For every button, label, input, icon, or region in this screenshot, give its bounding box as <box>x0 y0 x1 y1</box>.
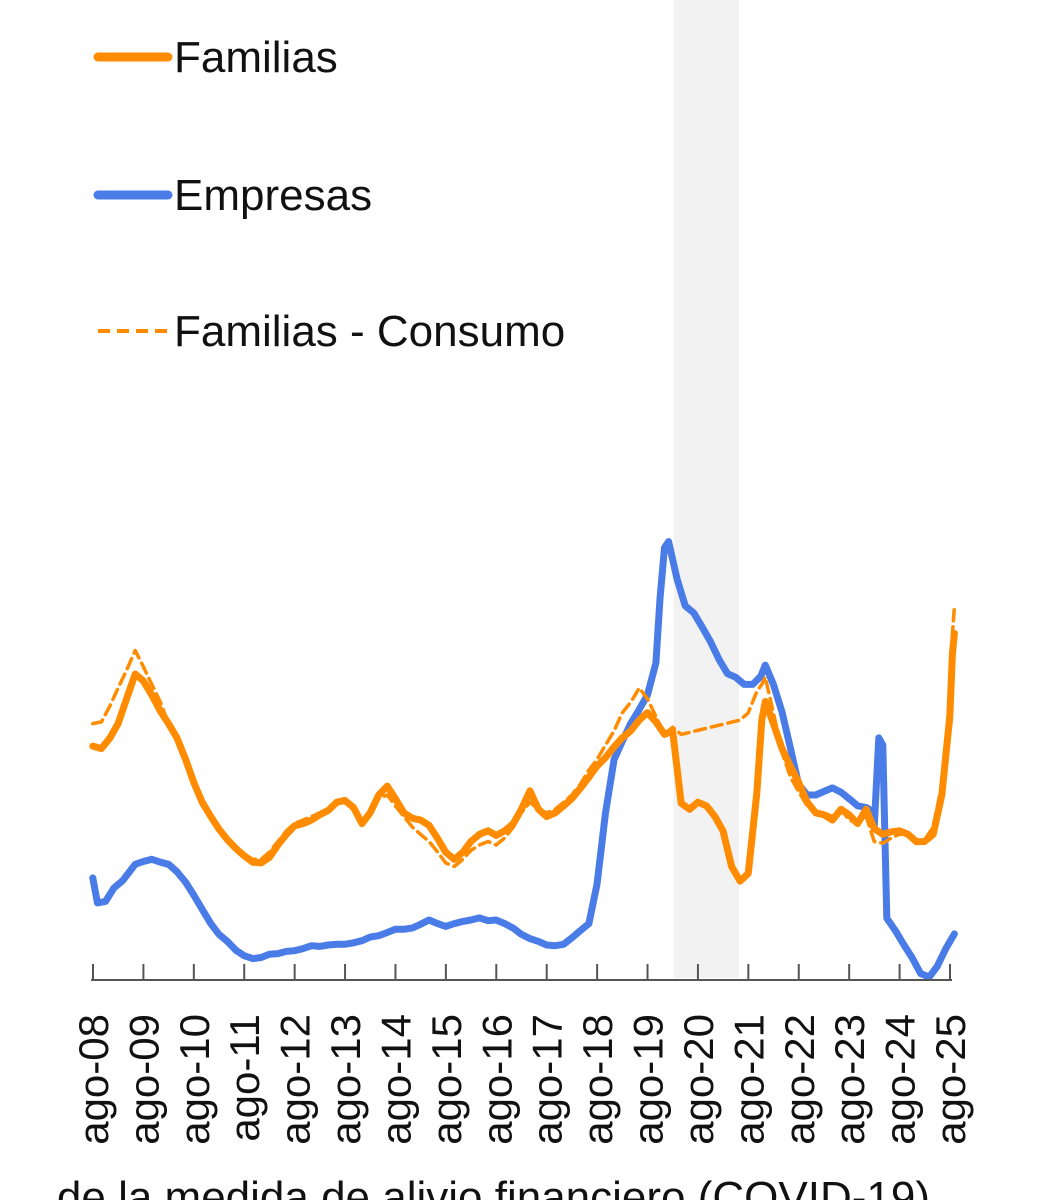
x-tick-label: ago-14 <box>372 1014 419 1145</box>
x-tick-label: ago-08 <box>70 1014 117 1145</box>
x-tick-label: ago-22 <box>776 1014 823 1145</box>
x-tick-label: ago-24 <box>877 1014 924 1145</box>
x-tick-label: ago-20 <box>675 1014 722 1145</box>
shaded-period-layer <box>673 0 740 978</box>
x-tick-label: ago-13 <box>322 1014 369 1145</box>
series-line-familias-consumo <box>91 604 957 869</box>
x-tick-label: ago-09 <box>120 1014 167 1145</box>
legend-label-familias-consumo: Familias - Consumo <box>174 307 565 356</box>
x-tick-label: ago-21 <box>725 1014 772 1145</box>
x-tick-label: ago-12 <box>272 1014 319 1145</box>
shaded-period <box>673 0 740 978</box>
footnote: ... de la medida de alivio financiero (C… <box>8 1173 930 1200</box>
x-tick-label: ago-18 <box>574 1014 621 1145</box>
x-tick-label: ago-23 <box>826 1014 873 1145</box>
legend-label-empresas: Empresas <box>174 171 372 220</box>
x-tick-label: ago-16 <box>473 1014 520 1145</box>
x-tick-label: ago-15 <box>423 1014 470 1145</box>
x-tick-label: ago-19 <box>625 1014 672 1145</box>
legend-label-familias: Familias <box>174 33 338 82</box>
legend: Familias Empresas Familias - Consumo <box>93 33 565 356</box>
series-layer <box>89 538 958 981</box>
series-line-familias <box>89 629 958 885</box>
x-tick-label: ago-11 <box>221 1014 268 1142</box>
x-axis: ago-08 ago-09 ago-10 ago-11 ago-12 ago-13 ago-… <box>70 964 974 1145</box>
x-tick-label: ago-10 <box>171 1014 218 1145</box>
x-tick-label: ago-17 <box>524 1014 571 1145</box>
series-line-empresas <box>89 538 958 981</box>
x-tick-label: ago-25 <box>927 1014 974 1145</box>
